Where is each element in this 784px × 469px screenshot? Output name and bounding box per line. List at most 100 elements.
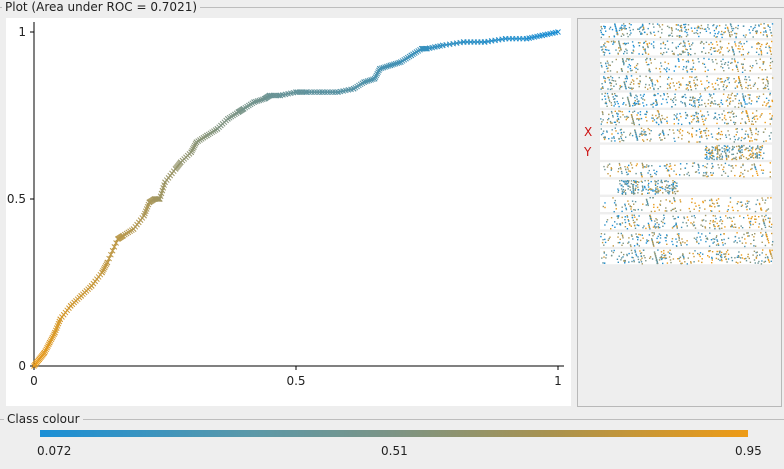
strip-dot xyxy=(613,85,615,87)
x-tick-label: 1 xyxy=(554,374,562,388)
strip-dot xyxy=(668,35,670,37)
strip-dot xyxy=(626,216,629,218)
strip-dot xyxy=(692,42,694,44)
strip-dot xyxy=(735,95,737,97)
strip-dot xyxy=(703,63,706,65)
strip-dot xyxy=(611,250,613,252)
strip-dot xyxy=(659,95,662,97)
strip-dot xyxy=(738,99,740,102)
strip-dot xyxy=(629,244,632,246)
strip-dot xyxy=(655,121,658,123)
strip-dot xyxy=(653,225,656,227)
strip-dot xyxy=(711,210,713,212)
strip-dot xyxy=(697,117,699,120)
strip-dot xyxy=(764,256,767,259)
strip-dot xyxy=(669,87,671,89)
strip-dot xyxy=(715,253,718,255)
strip-dot xyxy=(708,256,710,258)
roc-chart: 0 0.5 100.51 xyxy=(7,22,564,388)
strip-dot xyxy=(719,138,722,140)
strip-dot xyxy=(658,116,660,118)
strip-dot xyxy=(666,67,668,69)
strip-dot xyxy=(621,190,624,192)
strip-dot xyxy=(624,192,627,194)
strip-dot xyxy=(707,175,709,177)
strip-dot xyxy=(626,117,628,119)
strip-dot xyxy=(609,175,611,177)
strip-dot xyxy=(720,258,723,260)
strip-dot xyxy=(640,261,643,263)
strip-dot xyxy=(631,252,633,254)
x-axis-marker[interactable]: X xyxy=(584,125,593,139)
strip-dot xyxy=(691,134,693,136)
strip-dot xyxy=(632,192,635,194)
strip-dot xyxy=(750,217,752,220)
strip-dot xyxy=(764,226,767,229)
strip-dot xyxy=(615,203,617,206)
strip-dot xyxy=(721,113,723,115)
strip-dot xyxy=(604,42,606,44)
strip-dot xyxy=(740,205,743,207)
strip-dot xyxy=(765,87,767,89)
strip-dot xyxy=(645,260,647,262)
strip-dot xyxy=(622,58,624,60)
strip-dot xyxy=(651,175,653,178)
roc-segment xyxy=(49,332,56,343)
strip-dot xyxy=(610,168,613,170)
strip-dot xyxy=(719,155,721,158)
strip-dot xyxy=(647,53,650,55)
y-axis-marker[interactable]: Y xyxy=(584,145,592,159)
roc-plot-area[interactable]: 0 0.5 1 0 0.5 1 xyxy=(6,18,571,406)
strip-dot xyxy=(682,95,685,98)
strip-dot xyxy=(737,262,739,264)
strip-dot xyxy=(665,69,667,71)
strip-dot xyxy=(754,82,756,84)
strip-dot xyxy=(621,172,623,175)
strip-dot xyxy=(755,170,758,173)
strip-dot xyxy=(625,104,627,106)
strip-dot xyxy=(690,86,692,88)
strip-dot xyxy=(731,165,734,167)
strip-dot xyxy=(746,200,748,202)
strip-dot xyxy=(654,193,656,195)
strip-dot xyxy=(759,48,761,50)
strip-dot xyxy=(770,67,772,70)
strip-dot xyxy=(606,221,608,223)
strip-dot xyxy=(692,59,694,62)
strip-dot xyxy=(631,235,633,237)
strip-dot xyxy=(617,118,620,121)
strip-dot xyxy=(761,235,763,237)
strip-dot xyxy=(721,155,723,157)
strip-dot xyxy=(724,27,727,29)
strip-dot xyxy=(608,28,611,30)
strip-dot xyxy=(636,137,638,140)
strip-dot xyxy=(704,52,707,54)
strip-dot xyxy=(709,232,711,234)
strip-dot xyxy=(759,203,761,206)
strip-dot xyxy=(707,24,709,26)
strip-dot xyxy=(768,261,771,263)
strip-dot xyxy=(660,52,662,55)
strip-dot xyxy=(635,181,637,183)
strip-dot xyxy=(677,54,679,56)
strip-dot xyxy=(605,254,608,256)
strip-dot xyxy=(621,70,623,72)
strip-dot xyxy=(753,259,756,261)
attribute-strip-background xyxy=(600,249,772,265)
strip-dot xyxy=(633,181,636,183)
roc-point-marker xyxy=(99,269,105,276)
strip-dot xyxy=(646,199,648,201)
strip-dot xyxy=(738,227,740,229)
strip-dot xyxy=(679,256,681,259)
strip-dot xyxy=(739,157,741,160)
strip-dot xyxy=(739,174,742,177)
strip-dot xyxy=(748,149,750,152)
strip-dot xyxy=(619,85,621,87)
strip-dot xyxy=(733,226,735,228)
attribute-strip-panel[interactable]: X Y xyxy=(577,18,782,407)
strip-dot xyxy=(693,221,695,223)
strip-dot xyxy=(768,99,770,102)
strip-dot xyxy=(741,151,743,153)
strip-dot xyxy=(747,87,749,90)
strip-dot xyxy=(600,123,602,125)
